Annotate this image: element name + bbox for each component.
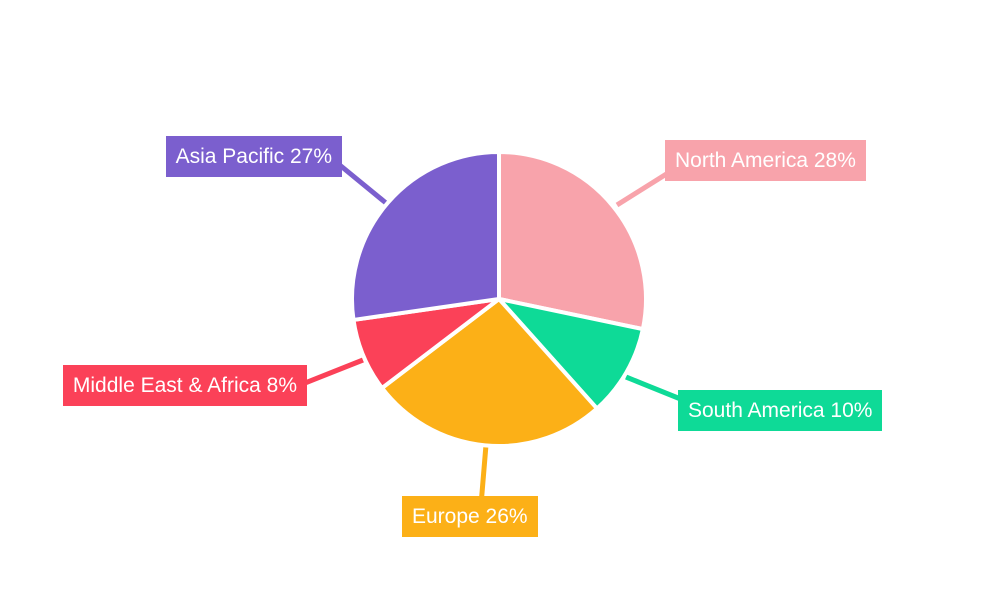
pie-slice-europe[interactable] (380, 297, 600, 448)
pie-label-north-america: North America 28% (665, 140, 866, 181)
pie-label-asia-pacific: Asia Pacific 27% (165, 136, 342, 177)
pie-slice-asia-pacific[interactable] (350, 150, 501, 322)
pie-slice-north-america[interactable] (497, 150, 648, 332)
leader-line-south-america (625, 374, 689, 405)
leader-line-middle-east-africa (299, 357, 364, 388)
pie-label-middle-east-africa: Middle East & Africa 8% (62, 365, 307, 406)
pie-label-south-america: South America 10% (678, 390, 883, 431)
pie-slice-south-america[interactable] (497, 297, 645, 411)
pie-label-europe: Europe 26% (402, 496, 538, 537)
leader-line-asia-pacific (334, 160, 388, 205)
leader-line-europe (478, 444, 489, 506)
